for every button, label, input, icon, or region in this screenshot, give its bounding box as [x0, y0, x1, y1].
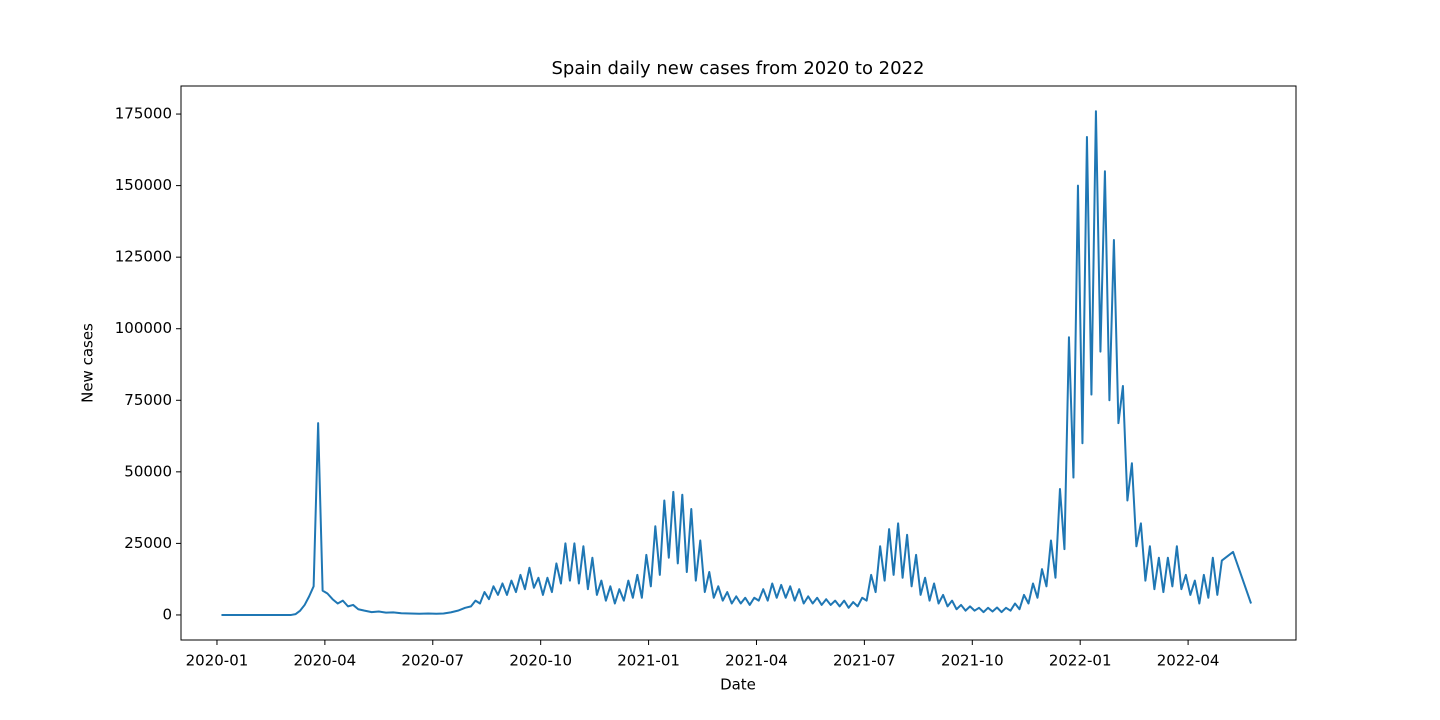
y-tick-label: 150000 [115, 176, 172, 194]
x-tick-label: 2020-10 [509, 652, 572, 670]
x-tick-label: 2021-04 [725, 652, 788, 670]
data-line [221, 110, 1252, 616]
y-axis-label: New cases [79, 323, 97, 403]
x-tick-label: 2020-07 [401, 652, 464, 670]
x-tick-label: 2020-01 [186, 652, 249, 670]
y-tick-label: 125000 [115, 248, 172, 266]
chart-title: Spain daily new cases from 2020 to 2022 [552, 58, 925, 79]
x-tick-label: 2020-04 [294, 652, 357, 670]
y-tick-label: 175000 [115, 105, 172, 123]
plot-frame [180, 85, 1297, 641]
x-tick-label: 2021-10 [941, 652, 1004, 670]
x-tick-label: 2022-01 [1049, 652, 1112, 670]
x-tick-label: 2021-01 [617, 652, 680, 670]
x-tick-label: 2021-07 [833, 652, 896, 670]
y-tick-label: 0 [162, 605, 172, 623]
y-tick-label: 50000 [124, 462, 172, 480]
y-tick-label: 75000 [124, 391, 172, 409]
x-tick-label: 2022-04 [1157, 652, 1220, 670]
y-tick-label: 25000 [124, 534, 172, 552]
x-axis-label: Date [720, 676, 756, 694]
y-tick-label: 100000 [115, 319, 172, 337]
